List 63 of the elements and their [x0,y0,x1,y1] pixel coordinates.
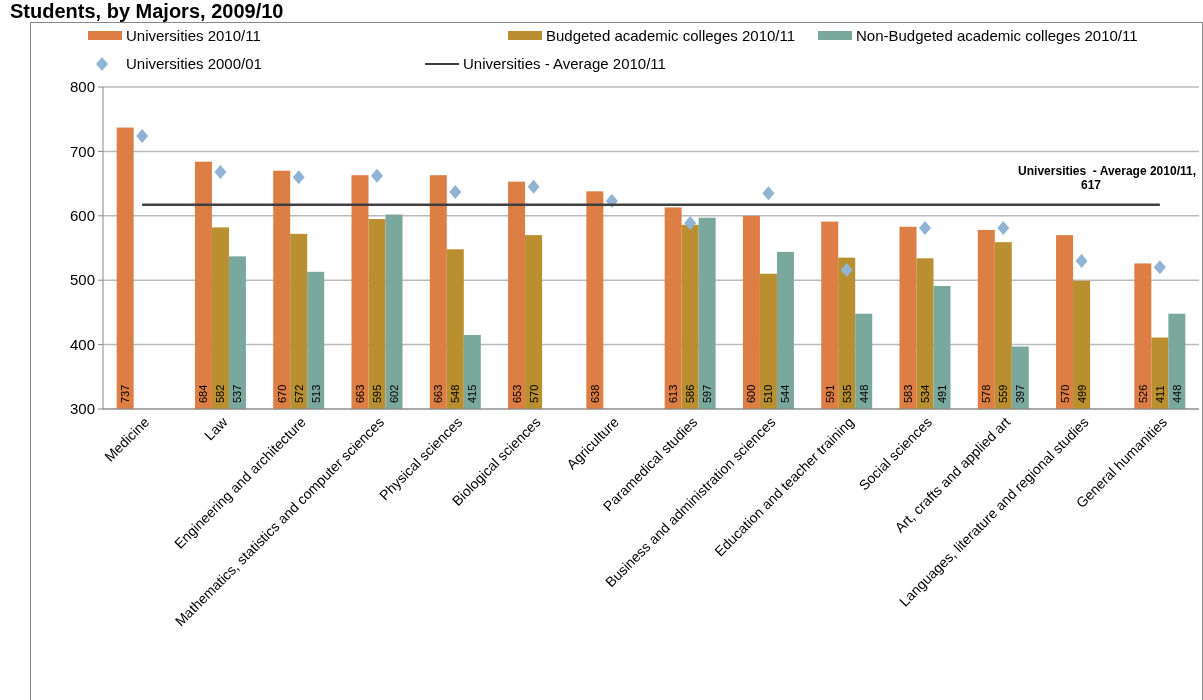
data-label: 597 [701,384,714,403]
y-tick-label: 400 [69,335,95,353]
annotation: Universities - Average 2010/11, 617 [1018,163,1196,193]
data-label: 397 [1014,384,1027,403]
point [1153,260,1166,275]
y-tick-label: 500 [69,271,95,289]
data-label: 491 [936,384,948,403]
legend-label: Universities - Average 2010/11 [463,55,666,72]
data-label: 572 [292,384,305,403]
data-label: 663 [432,384,445,403]
data-label: 595 [371,384,383,403]
data-label: 537 [231,384,244,403]
point [449,184,462,199]
point [840,262,853,277]
data-label: 544 [779,384,792,403]
point [527,179,540,194]
point [292,170,305,185]
data-label: 535 [840,384,853,403]
data-label: 602 [388,384,400,403]
data-label: 600 [745,384,758,403]
point [1075,253,1088,268]
y-tick-label: 600 [69,207,95,225]
data-label: 684 [197,384,210,403]
legend-label: Budgeted academic colleges 2010/11 [546,27,796,44]
y-tick-label: 800 [69,78,95,96]
data-label: 586 [684,384,697,403]
data-label: 638 [588,384,601,403]
data-label: 570 [527,384,540,403]
data-label: 513 [309,384,322,403]
data-label: 411 [1153,385,1166,403]
data-label: 510 [762,384,775,403]
point [684,215,697,230]
data-label: 570 [1058,384,1071,403]
data-label: 548 [449,384,462,403]
data-label: 578 [980,384,993,403]
x-tick-label: Law [201,413,232,444]
data-label: 448 [1170,384,1183,403]
data-label: 499 [1075,384,1088,403]
point [919,221,931,236]
legend-label: Universities 2000/01 [126,55,262,72]
data-label: 653 [510,384,523,403]
point [997,221,1010,236]
data-label: 583 [902,384,914,403]
data-label: 526 [1136,384,1149,403]
data-label: 448 [857,384,870,403]
data-label: 415 [466,384,479,403]
legend-label: Non-Budgeted academic colleges 2010/11 [856,27,1138,44]
data-label: 737 [119,384,132,403]
data-label: 591 [823,384,836,403]
data-label: 613 [667,384,680,403]
data-label: 670 [275,384,288,403]
point [371,168,383,183]
y-tick-label: 300 [69,400,95,418]
data-label: 663 [354,384,366,403]
y-tick-label: 700 [69,142,95,160]
legend-label: Universities 2010/11 [126,27,261,44]
chart-title: Students, by Majors, 2009/10 [10,0,284,22]
data-label: 559 [997,384,1010,403]
data-label: 582 [214,384,227,403]
point [214,165,227,180]
data-label: 534 [919,384,931,403]
point [136,128,149,143]
point [762,186,775,201]
